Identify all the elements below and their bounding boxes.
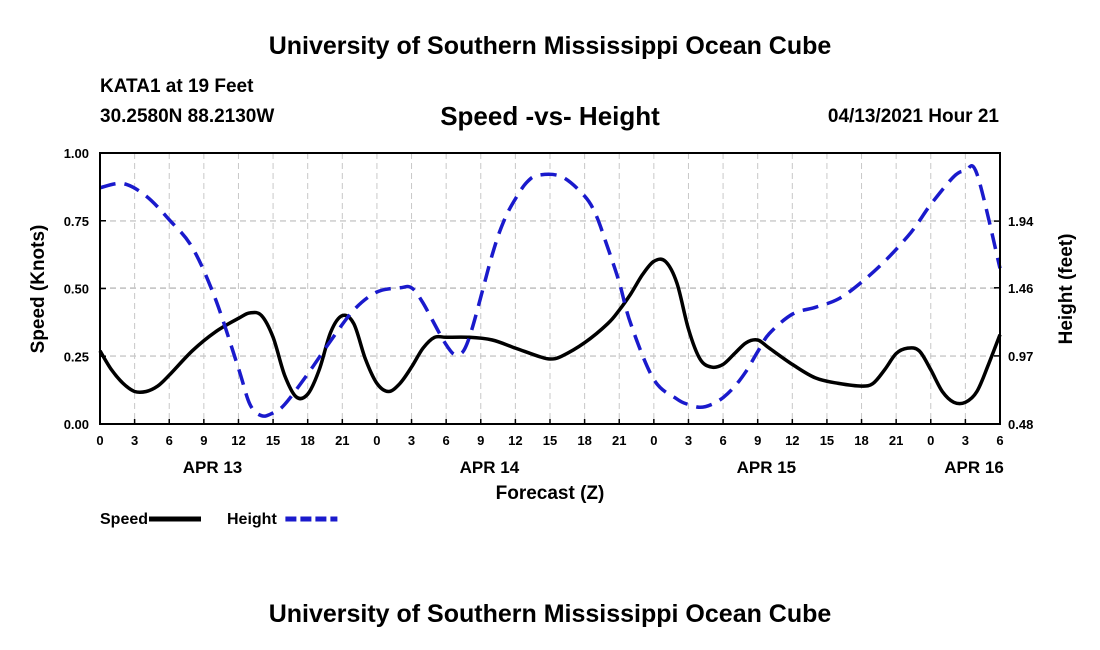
chart-title-bottom: University of Southern Mississippi Ocean… xyxy=(268,600,832,628)
x-axis-title: Forecast (Z) xyxy=(496,483,605,504)
y-tick-label-right: 1.94 xyxy=(1008,214,1034,229)
station-label: KATA1 at 19 Feet xyxy=(100,76,254,97)
x-tick-label: 6 xyxy=(443,433,450,448)
x-tick-label: 3 xyxy=(131,433,138,448)
x-tick-label: 6 xyxy=(719,433,726,448)
x-tick-label: 21 xyxy=(612,433,626,448)
legend-label-speed: Speed xyxy=(100,511,148,528)
y-axis-title-right: Height (feet) xyxy=(1056,234,1077,345)
x-tick-label: 0 xyxy=(927,433,934,448)
y-tick-label-right: 0.97 xyxy=(1008,349,1033,364)
y-tick-label-right: 1.46 xyxy=(1008,281,1033,296)
grid-lines xyxy=(100,153,1000,424)
x-tick-label: 0 xyxy=(373,433,380,448)
series-line-speed xyxy=(98,257,1002,406)
axis-ticks: 0 3 6 9 12 15 18 21 0 3 6 9 12 15 18 21 0 3 6 9 12 15 18 21 0 3 60… xyxy=(64,146,1034,477)
x-tick-label: 21 xyxy=(335,433,349,448)
legend: Speed Height xyxy=(100,511,338,528)
x-tick-label: 3 xyxy=(408,433,415,448)
x-tick-label: 9 xyxy=(754,433,761,448)
x-tick-label: 15 xyxy=(820,433,834,448)
x-tick-label: 15 xyxy=(543,433,557,448)
x-tick-label: 6 xyxy=(996,433,1003,448)
x-tick-label: 3 xyxy=(685,433,692,448)
y-tick-label-right: 0.48 xyxy=(1008,417,1033,432)
y-tick-label-left: 1.00 xyxy=(64,146,89,161)
x-tick-label: 18 xyxy=(577,433,591,448)
y-tick-label-left: 0.75 xyxy=(64,214,89,229)
forecast-datetime: 04/13/2021 Hour 21 xyxy=(827,106,999,127)
series-line-height xyxy=(99,163,1002,418)
x-tick-label: 15 xyxy=(266,433,280,448)
x-tick-label: 0 xyxy=(96,433,103,448)
x-tick-label: 18 xyxy=(300,433,314,448)
date-label: APR 14 xyxy=(460,458,520,477)
x-tick-label: 9 xyxy=(477,433,484,448)
x-tick-label: 3 xyxy=(962,433,969,448)
y-tick-label-left: 0.25 xyxy=(64,349,89,364)
x-tick-label: 12 xyxy=(231,433,245,448)
y-tick-label-left: 0.50 xyxy=(64,282,89,297)
chart-subtitle: Speed -vs- Height xyxy=(440,101,660,131)
x-tick-label: 12 xyxy=(508,433,522,448)
date-label: APR 15 xyxy=(737,458,797,477)
series-lines xyxy=(98,163,1002,418)
date-label: APR 16 xyxy=(944,458,1004,477)
x-tick-label: 21 xyxy=(889,433,903,448)
x-tick-label: 9 xyxy=(200,433,207,448)
legend-label-height: Height xyxy=(227,511,277,528)
y-tick-label-left: 0.00 xyxy=(64,417,89,432)
chart-title-top: University of Southern Mississippi Ocean… xyxy=(268,32,832,60)
x-tick-label: 12 xyxy=(785,433,799,448)
date-label: APR 13 xyxy=(183,458,243,477)
y-axis-title-left: Speed (Knots) xyxy=(28,225,49,354)
x-tick-label: 6 xyxy=(166,433,173,448)
coordinates-label: 30.2580N 88.2130W xyxy=(100,106,275,127)
x-tick-label: 0 xyxy=(650,433,657,448)
x-tick-label: 18 xyxy=(854,433,868,448)
